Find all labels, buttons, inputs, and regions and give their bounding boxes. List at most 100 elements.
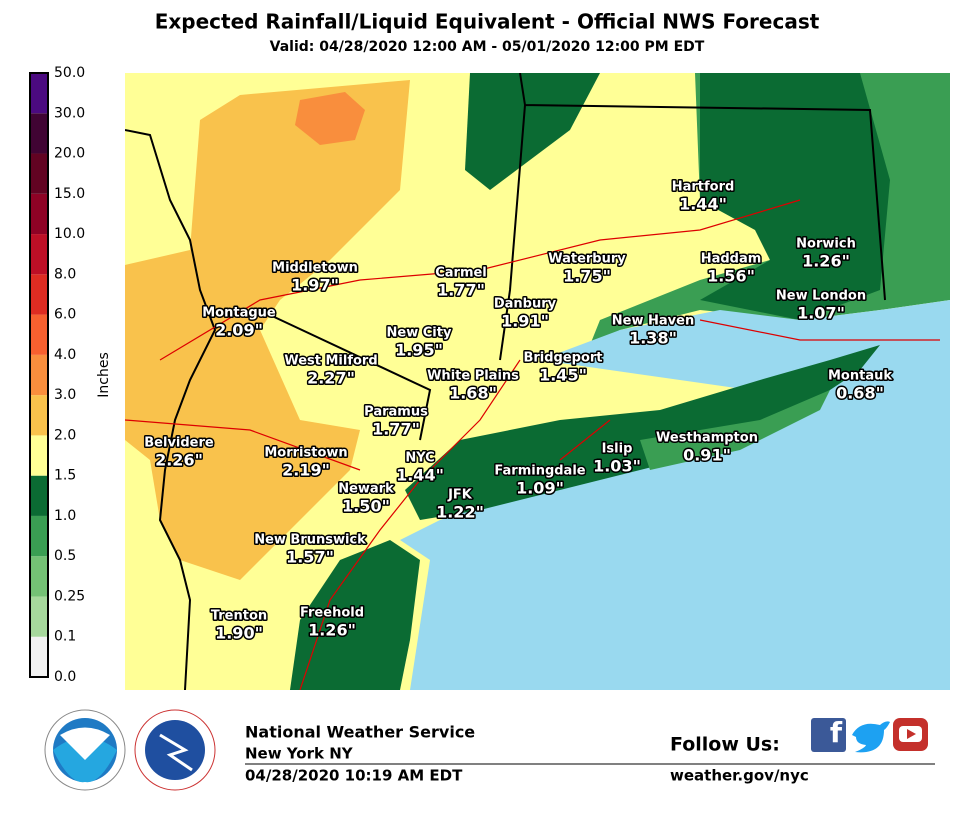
city-name: Middletown: [272, 261, 358, 276]
city-name: Montauk: [828, 369, 892, 384]
city-name: Islip: [602, 442, 633, 457]
legend-tick-label: 0.5: [54, 548, 76, 564]
facebook-glyph: f: [830, 716, 843, 749]
city-name: Trenton: [211, 609, 267, 624]
city-rainfall: 1.77": [437, 281, 485, 300]
city-name: West Milford: [284, 354, 377, 369]
city-name: New Haven: [612, 314, 694, 329]
city-rainfall: 1.03": [593, 457, 641, 476]
legend-frame: [29, 72, 49, 678]
city-rainfall: 1.22": [436, 503, 484, 522]
rain-zone: [295, 92, 365, 145]
city-name: Morristown: [264, 446, 347, 461]
legend-tick-label: 1.5: [54, 468, 76, 484]
legend-tick-label: 1.0: [54, 508, 76, 524]
rain-zone: [700, 73, 890, 320]
location: New York NY: [245, 745, 354, 763]
rain-zone: [465, 73, 600, 190]
city-rainfall: 1.50": [342, 497, 390, 516]
legend-swatch: [30, 354, 48, 396]
city-name: Haddam: [701, 252, 762, 267]
legend-tick-label: 4.0: [54, 347, 76, 363]
city-rainfall: 1.91": [501, 312, 549, 331]
city-rainfall: 1.45": [539, 366, 587, 385]
state-border: [269, 73, 886, 441]
city-rainfall: 1.38": [629, 329, 677, 348]
city-name: New City: [387, 326, 452, 341]
legend-swatch: [30, 113, 48, 154]
legend-tick-label: 15.0: [54, 186, 85, 202]
city-rainfall: 1.68": [449, 384, 497, 403]
office: National Weather Service: [245, 723, 475, 742]
city-name: Bridgeport: [523, 351, 602, 366]
legend-tick-label: 30.0: [54, 105, 85, 121]
city-name: Carmel: [435, 266, 487, 281]
city-rainfall: 1.57": [286, 548, 334, 567]
city-rainfall: 0.68": [836, 384, 884, 403]
rain-zone: [405, 345, 880, 520]
city-name: Freehold: [300, 606, 364, 621]
city-rainfall: 2.27": [307, 369, 355, 388]
city-rainfall: 1.95": [395, 341, 443, 360]
city-name: Farmingdale: [494, 464, 585, 479]
rain-zone: [125, 80, 410, 580]
city-rainfall: 1.44": [679, 195, 727, 214]
legend-swatch: [30, 556, 48, 597]
legend-swatch: [30, 314, 48, 355]
noaa-logo: [44, 709, 216, 791]
facebook-icon[interactable]: [811, 718, 846, 752]
legend-tick-label: 50.0: [54, 65, 85, 81]
subtitle: Valid: 04/28/2020 12:00 AM - 05/01/2020 …: [270, 39, 705, 55]
city-name: White Plains: [427, 369, 519, 384]
follow-label: Follow Us:: [670, 734, 780, 756]
city-name: Hartford: [672, 180, 735, 195]
legend-tick-label: 6.0: [54, 307, 76, 323]
legend: 0.0 0.1 0.25 0.5 1.0 1.5 2.0 3.0 4.0 6.0 8.0 10.0 15…: [29, 65, 85, 685]
city-rainfall: 1.56": [707, 267, 755, 286]
legend-tick-label: 2.0: [54, 427, 76, 443]
city-name: Westhampton: [656, 431, 758, 446]
city-name: Montague: [202, 306, 276, 321]
city-name: Waterbury: [548, 252, 626, 267]
legend-swatch: [30, 515, 48, 557]
legend-swatch: [30, 73, 48, 114]
city-name: JFK: [447, 488, 473, 503]
legend-swatch: [30, 395, 48, 436]
legend-swatch: [30, 234, 48, 275]
city-rainfall: 2.26": [155, 451, 203, 470]
issued: 04/28/2020 10:19 AM EDT: [245, 767, 463, 785]
legend-swatch: [30, 193, 48, 235]
twitter-icon[interactable]: [852, 721, 890, 753]
city-rainfall: 1.07": [797, 304, 845, 323]
youtube-play: [907, 729, 916, 739]
city-rainfall: 2.09": [215, 321, 263, 340]
legend-swatch: [30, 475, 48, 516]
city-rainfall: 1.26": [802, 252, 850, 271]
legend-swatch: [30, 596, 48, 637]
city-name: Newark: [338, 482, 394, 497]
city-rainfall: 1.90": [215, 624, 263, 643]
legend-tick-label: 0.1: [54, 629, 76, 645]
city-rainfall: 0.91": [683, 446, 731, 465]
city-name: Belvidere: [144, 436, 214, 451]
legend-tick-label: 10.0: [54, 226, 85, 242]
city-name: NYC: [405, 451, 434, 466]
title: Expected Rainfall/Liquid Equivalent - Of…: [155, 10, 820, 34]
city-rainfall: 1.77": [372, 420, 420, 439]
legend-tick-label: 0.25: [54, 588, 85, 604]
legend-swatch: [30, 274, 48, 315]
city-rainfall: 1.09": [516, 479, 564, 498]
city-rainfall: 1.97": [291, 276, 339, 295]
city-name: Norwich: [796, 237, 856, 252]
city-rainfall: 2.19": [282, 461, 330, 480]
legend-axis-label: Inches: [96, 352, 112, 397]
legend-tick-label: 8.0: [54, 266, 76, 282]
city-name: New London: [776, 289, 866, 304]
city-rainfall: 1.75": [563, 267, 611, 286]
city-rainfall: 1.44": [396, 466, 444, 485]
road: [125, 199, 940, 690]
city-name: New Brunswick: [254, 533, 366, 548]
legend-tick-label: 0.0: [54, 669, 76, 685]
url[interactable]: weather.gov/nyc: [670, 767, 809, 785]
